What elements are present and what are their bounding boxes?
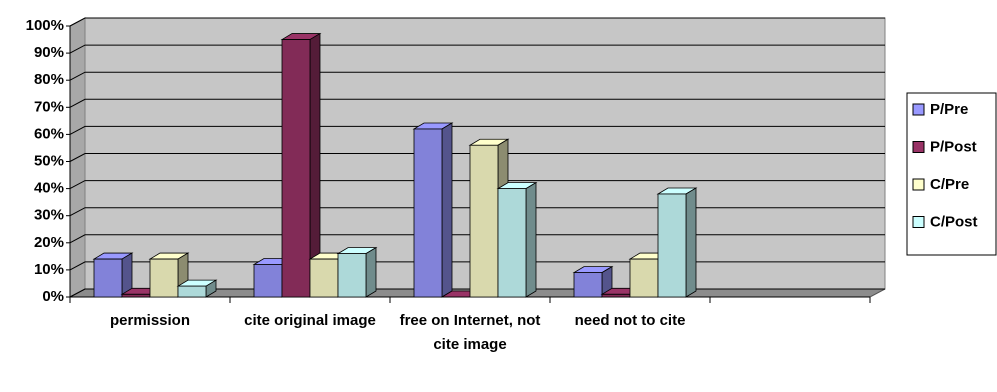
grid-line [69,71,885,81]
bar-front [309,258,339,298]
bar-side [365,246,377,298]
y-tick-label: 80% [34,71,64,88]
grid-line [69,153,885,162]
bar-front [469,144,499,298]
grid-line [69,44,885,54]
bar [176,279,218,298]
y-tick-label: 30% [34,207,64,224]
y-tick-label: 60% [34,125,64,142]
bar-side [525,181,537,298]
bar [468,138,510,298]
y-tick-label: 90% [34,44,64,61]
bar [148,252,190,298]
legend-label: P/Pre [930,101,968,118]
bar-front [253,264,283,298]
grid-line [69,261,885,271]
bar-front [629,258,659,298]
grid-line [69,234,885,244]
grid-line [69,180,885,190]
grid-line [69,125,885,135]
bar-front [573,272,603,298]
bar-side [441,122,453,298]
bar [92,252,134,298]
bar-front [601,293,631,298]
legend-swatch [912,216,925,228]
y-tick-label: 10% [34,261,64,278]
bar-front [177,285,207,298]
bar [656,187,698,298]
bar-front [121,293,151,298]
x-tick-label: cite original image [244,312,376,329]
legend-swatch [912,103,925,116]
grid-line [69,98,885,108]
bar-side [685,187,697,298]
x-tick-label: free on Internet, not cite image [399,312,541,353]
grid-line [69,17,885,27]
legend-swatch [912,178,925,191]
bar-front [657,193,687,298]
x-tick-label: permission [109,312,191,329]
y-tick-label: 50% [34,152,64,169]
legend-label: C/Pre [930,176,969,193]
bar-front [413,128,443,298]
grid-line [69,207,885,217]
x-tick-label: need not to cite [574,312,686,329]
y-tick-label: 100% [26,17,64,34]
bar-front [149,258,179,298]
legend-swatch [912,141,925,153]
bar [280,32,322,298]
bar-front [93,258,123,298]
bar [412,122,454,298]
bar [336,246,378,298]
bar-front [281,39,311,298]
y-tick-label: 20% [34,234,64,251]
bar [496,181,538,298]
legend-label: P/Post [930,138,977,155]
y-tick-label: 40% [34,180,64,197]
legend-label: C/Post [930,213,978,230]
y-tick-label: 70% [34,98,64,115]
bar-front [497,188,527,298]
bar-front [337,253,367,298]
y-tick-label: 0% [42,288,64,305]
